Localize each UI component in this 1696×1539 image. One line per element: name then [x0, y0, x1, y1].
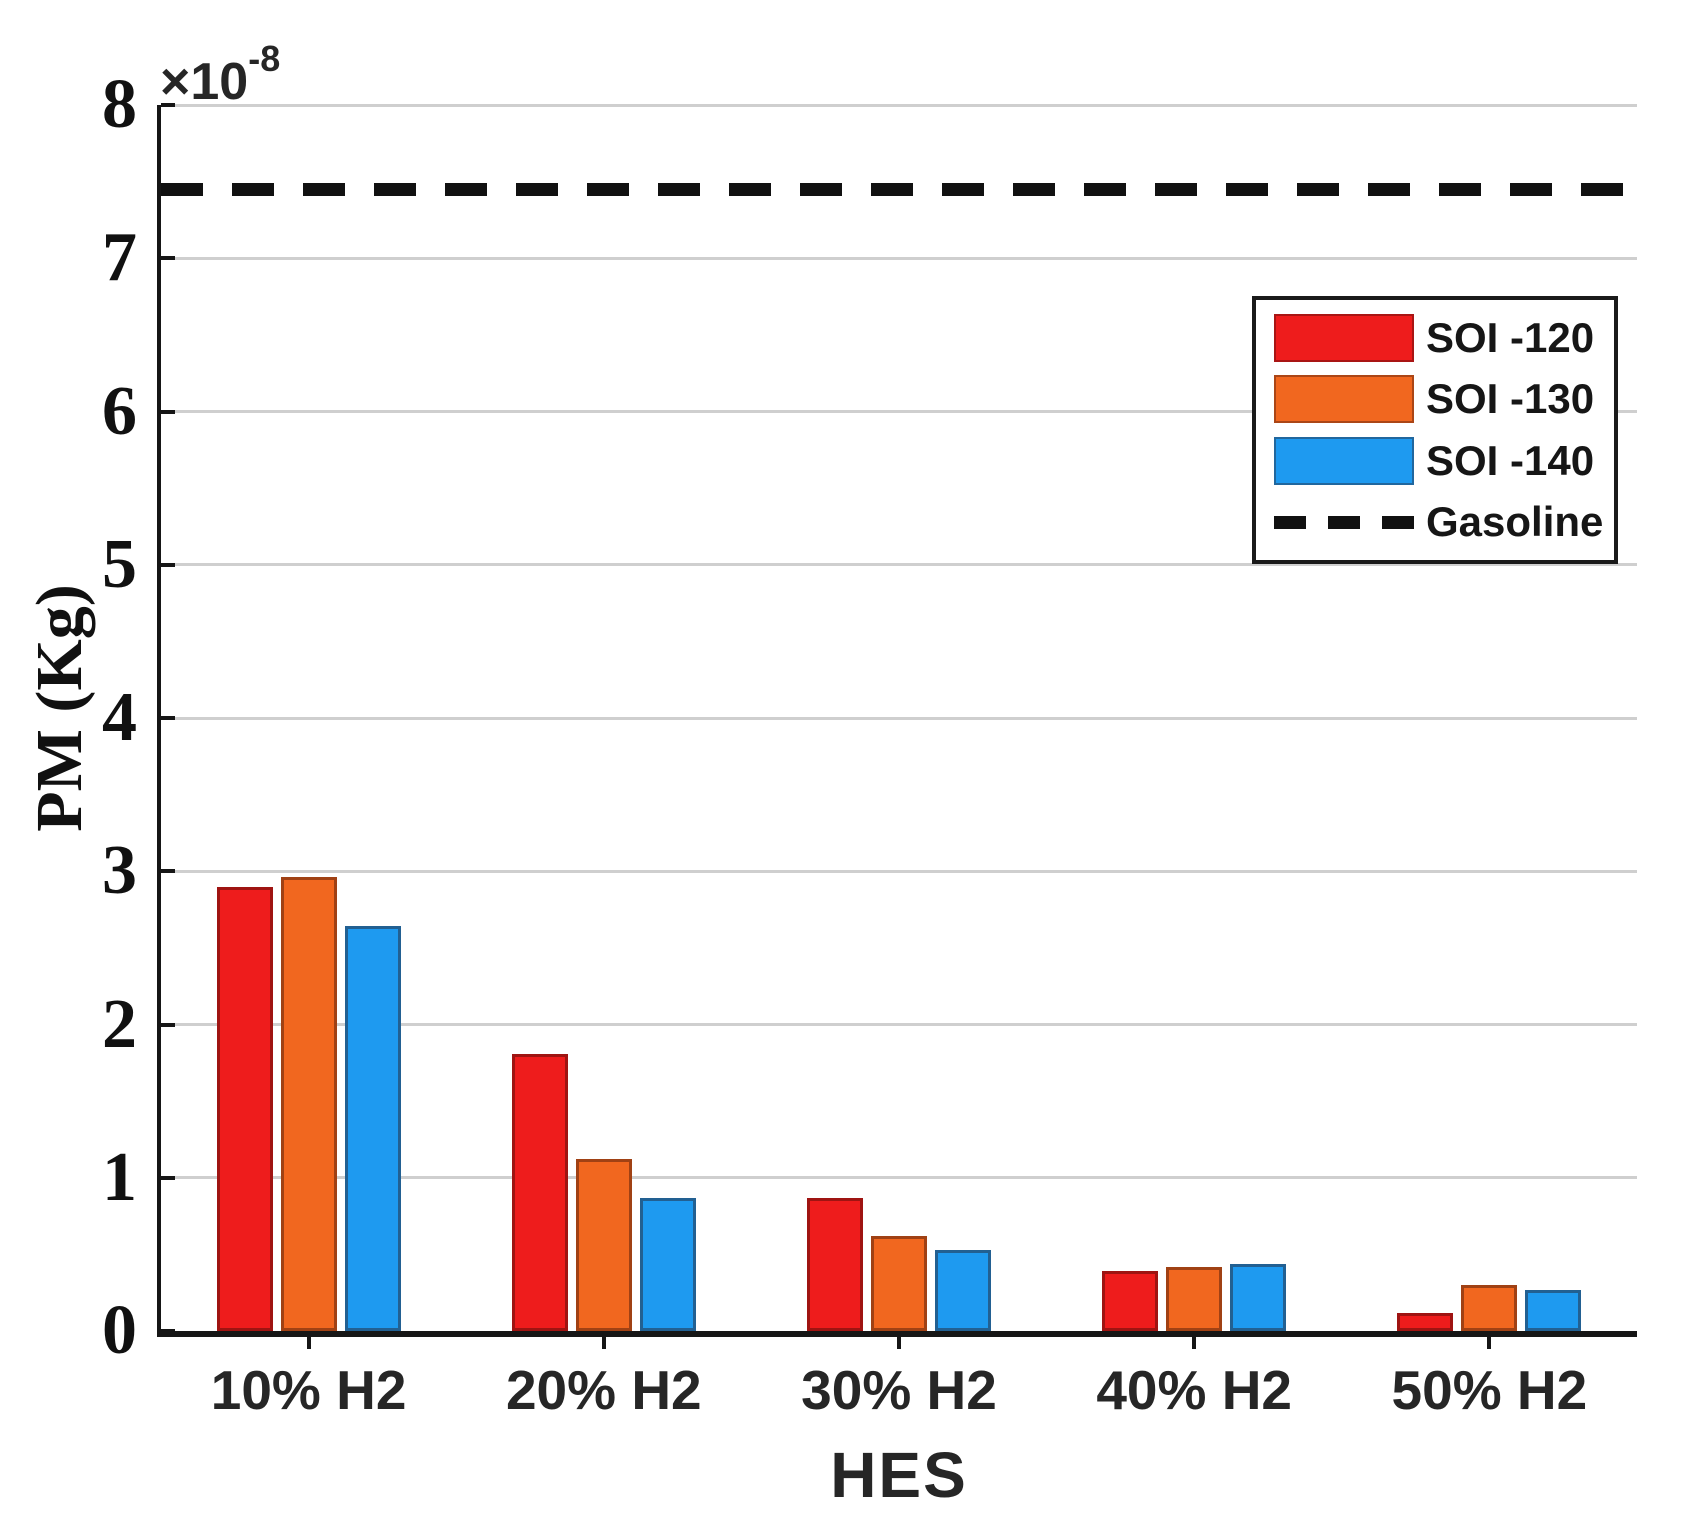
x-tick-label: 20% H2: [505, 1359, 702, 1421]
y-axis-spine: [157, 105, 161, 1337]
y-tick-mark: [161, 1329, 175, 1333]
bar-soi-130-40-h2: [1166, 1266, 1223, 1331]
y-gridline: [161, 103, 1637, 107]
bar-soi-120-40-h2: [1102, 1271, 1159, 1331]
x-tick-label: 30% H2: [801, 1359, 997, 1421]
y-tick-label: 4: [102, 679, 137, 756]
y-tick-mark: [161, 409, 175, 414]
y-tick-mark: [161, 716, 175, 720]
legend-dash-sample: [1274, 515, 1414, 529]
bar-soi-120-50-h2: [1397, 1312, 1454, 1331]
x-tick-label: 10% H2: [210, 1359, 407, 1421]
x-tick-label: 50% H2: [1391, 1359, 1588, 1421]
legend-label: SOI -120: [1426, 313, 1595, 361]
x-tick-label: 40% H2: [1096, 1359, 1293, 1421]
y-tick-label: 2: [102, 985, 137, 1063]
bar-soi-140-30-h2: [935, 1249, 991, 1331]
bar-soi-130-30-h2: [871, 1235, 927, 1331]
bar-soi-140-40-h2: [1230, 1263, 1287, 1331]
legend-item-soi-120: SOI -120: [1274, 313, 1614, 362]
y-axis-exponent-label: ×10-8: [160, 38, 280, 112]
bar-soi-130-20-h2: [575, 1159, 632, 1331]
legend-item-gasoline: Gasoline: [1274, 498, 1614, 546]
x-tick-mark: [1192, 1337, 1197, 1349]
y-gridline: [161, 1023, 1637, 1026]
y-gridline: [161, 716, 1637, 720]
gasoline-reference-line: [161, 183, 1637, 197]
y-tick-mark: [161, 1175, 175, 1180]
legend-swatch-soi-120: [1274, 313, 1414, 362]
y-tick-mark: [161, 562, 175, 567]
exponent-multiplier: ×10: [160, 53, 249, 111]
x-axis-spine: [157, 1331, 1637, 1337]
legend-item-soi-130: SOI -130: [1274, 375, 1614, 424]
y-tick-mark: [161, 869, 175, 874]
x-tick-mark: [306, 1337, 311, 1349]
x-tick-mark: [601, 1337, 606, 1349]
bar-soi-140-20-h2: [639, 1197, 696, 1331]
y-tick-label: 8: [102, 66, 137, 143]
legend-label: Gasoline: [1426, 498, 1604, 546]
bar-soi-130-10-h2: [280, 877, 337, 1331]
y-tick-label: 0: [102, 1292, 137, 1369]
y-tick-mark: [161, 256, 175, 261]
bar-soi-140-50-h2: [1525, 1289, 1582, 1331]
bar-soi-130-50-h2: [1461, 1285, 1518, 1331]
y-tick-label: 6: [102, 372, 137, 450]
y-tick-label: 3: [102, 832, 137, 910]
x-tick-mark: [897, 1337, 901, 1349]
legend-label: SOI -130: [1426, 375, 1595, 423]
bar-soi-140-10-h2: [344, 926, 401, 1331]
bar-soi-120-20-h2: [511, 1053, 568, 1331]
bar-soi-120-30-h2: [807, 1197, 863, 1331]
legend-label: SOI -140: [1426, 436, 1595, 484]
legend-swatch-soi-140: [1274, 436, 1414, 485]
y-tick-label: 7: [102, 219, 137, 297]
exponent-power: -8: [248, 38, 281, 79]
y-gridline: [161, 256, 1637, 260]
x-axis-title: HES: [830, 1439, 968, 1511]
y-tick-mark: [161, 1022, 175, 1027]
y-tick-label: 1: [102, 1138, 137, 1216]
legend-item-soi-140: SOI -140: [1274, 436, 1614, 485]
x-tick-mark: [1487, 1337, 1492, 1349]
legend: SOI -120 SOI -130 SOI -140 Gasoline: [1252, 296, 1618, 564]
legend-swatch-soi-130: [1274, 375, 1414, 424]
bar-soi-120-10-h2: [216, 886, 273, 1331]
y-tick-mark: [161, 103, 175, 107]
y-gridline: [161, 1176, 1637, 1180]
y-gridline: [161, 563, 1637, 567]
y-gridline: [161, 869, 1637, 873]
y-gridline: [161, 410, 1637, 413]
y-tick-label: 5: [102, 525, 137, 603]
